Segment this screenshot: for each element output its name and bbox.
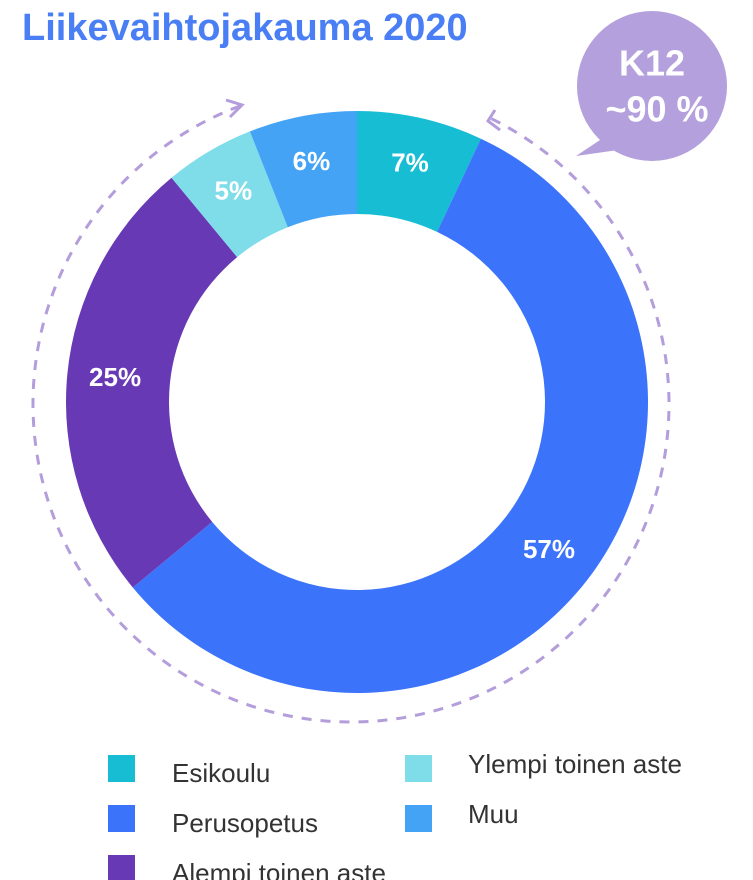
legend-swatch bbox=[108, 855, 135, 880]
data-label: 7% bbox=[391, 148, 429, 178]
legend-swatch bbox=[108, 805, 135, 832]
data-label: 5% bbox=[215, 176, 253, 206]
data-label: 6% bbox=[293, 146, 331, 176]
legend-label: Alempi toinen aste bbox=[172, 858, 386, 880]
bubble-tail bbox=[576, 140, 618, 156]
slice bbox=[249, 111, 357, 228]
legend-label: Ylempi toinen aste bbox=[468, 749, 682, 779]
legend-swatch bbox=[405, 805, 432, 832]
legend-label: Perusopetus bbox=[172, 808, 318, 838]
annotation: K12 bbox=[619, 43, 685, 84]
slice bbox=[357, 111, 481, 232]
legend-label: Esikoulu bbox=[172, 758, 270, 788]
annotation: ~90 % bbox=[605, 89, 708, 130]
legend-swatch bbox=[405, 755, 432, 782]
slice bbox=[171, 131, 288, 258]
data-label: 57% bbox=[523, 534, 575, 564]
data-label: 25% bbox=[89, 362, 141, 392]
legend-swatch bbox=[108, 755, 135, 782]
slice bbox=[65, 177, 238, 588]
chart-title: Liikevaihtojakauma 2020 bbox=[22, 7, 468, 49]
arrow-head bbox=[485, 109, 501, 132]
legend-label: Muu bbox=[468, 799, 519, 829]
bubble bbox=[577, 11, 727, 161]
arrow-head bbox=[225, 98, 245, 119]
slice bbox=[132, 138, 648, 694]
